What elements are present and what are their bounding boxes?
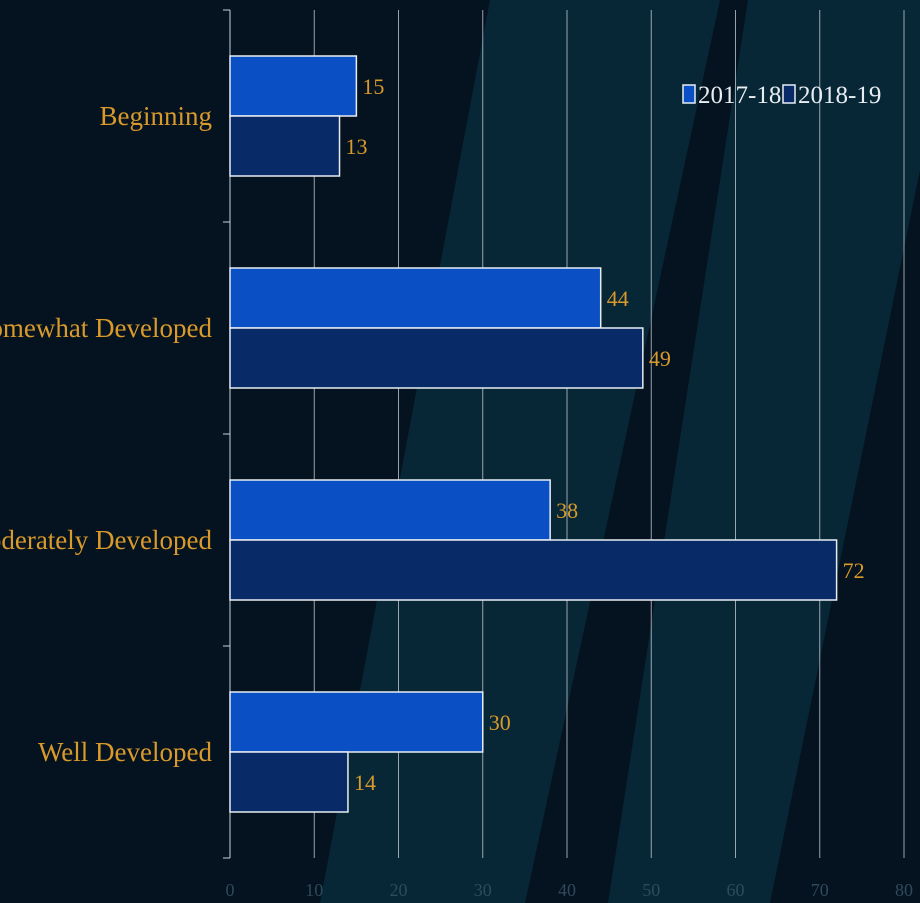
legend-label: 2018-19 (798, 82, 881, 109)
bars (229, 55, 838, 813)
x-tick-label: 70 (811, 880, 829, 900)
bar-2017-18-beginning (229, 55, 358, 117)
category-label: Somewhat Developed (0, 313, 212, 343)
bar-2017-18-well-developed (229, 691, 484, 753)
category-label: Beginning (100, 101, 213, 131)
bar-2017-18-moderately-developed (229, 479, 551, 541)
data-label: 72 (843, 558, 865, 583)
bar-2018-19-somewhat-developed (229, 327, 644, 389)
legend-item-2017-18: 2017-18 (682, 82, 781, 109)
data-label: 15 (362, 74, 384, 99)
legend: 2017-18 2018-19 (682, 82, 881, 109)
data-label: 44 (607, 286, 629, 311)
bar-2018-19-well-developed (229, 751, 349, 813)
data-label: 30 (489, 710, 511, 735)
labels: 0 10 20 30 40 50 60 70 80 15 13 Beginning 44 49 Somewh… (0, 74, 913, 900)
data-label: 38 (556, 498, 578, 523)
bar-2018-19-beginning (229, 115, 341, 177)
bar-2018-19-moderately-developed (229, 539, 838, 601)
legend-item-2018-19: 2018-19 (782, 82, 881, 109)
legend-swatch (682, 84, 696, 104)
x-tick-label: 30 (474, 880, 492, 900)
x-tick-label: 0 (226, 880, 235, 900)
data-label: 49 (649, 346, 671, 371)
decor-stripe (608, 0, 920, 903)
x-tick-label: 50 (642, 880, 660, 900)
x-tick-label: 60 (727, 880, 745, 900)
category-label: Well Developed (38, 737, 213, 767)
legend-swatch (782, 84, 796, 104)
x-tick-label: 20 (390, 880, 408, 900)
decor-stripe (320, 0, 720, 903)
category-label: Moderately Developed (0, 525, 212, 555)
x-tick-label: 80 (895, 880, 913, 900)
legend-label: 2017-18 (698, 82, 781, 109)
data-label: 14 (354, 770, 376, 795)
data-label: 13 (346, 134, 368, 159)
x-tick-label: 10 (305, 880, 323, 900)
bar-2017-18-somewhat-developed (229, 267, 602, 329)
x-tick-label: 40 (558, 880, 576, 900)
